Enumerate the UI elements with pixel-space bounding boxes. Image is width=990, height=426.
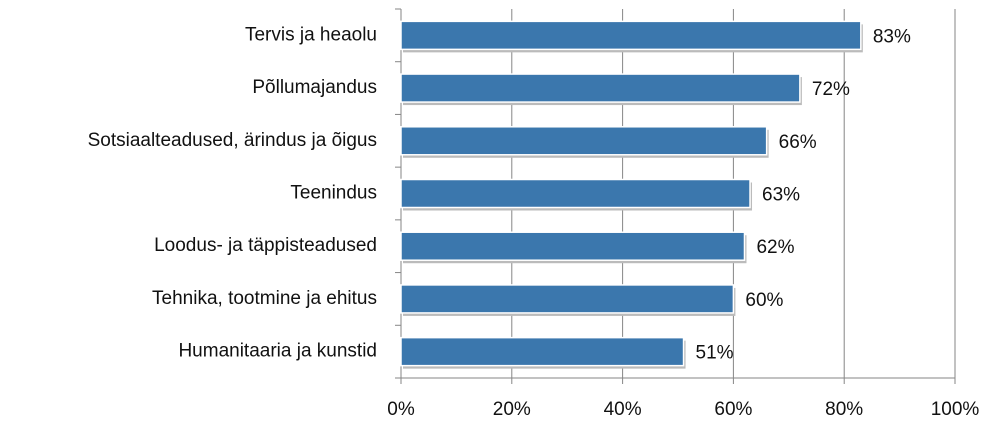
bar	[400, 336, 685, 367]
bar	[400, 20, 862, 51]
y-tick-label: Sotsiaalteadused, ärindus ja õigus	[88, 130, 377, 151]
x-tick-label: 60%	[714, 399, 752, 420]
y-tick-label: Tervis ja heaolu	[245, 24, 377, 45]
y-tick-label: Humanitaaria ja kunstid	[178, 341, 377, 362]
bar	[400, 231, 746, 261]
value-label: 62%	[756, 237, 794, 258]
bar	[400, 126, 768, 156]
bar	[400, 178, 751, 209]
value-label: 83%	[873, 26, 911, 47]
bar	[400, 284, 735, 314]
x-tick-label: 0%	[387, 399, 415, 420]
value-label: 51%	[696, 343, 734, 364]
value-label: 66%	[779, 132, 817, 153]
bar	[400, 73, 801, 103]
y-tick-label: Loodus- ja täppisteadused	[154, 235, 377, 256]
y-tick-label: Tehnika, tootmine ja ehitus	[152, 288, 377, 309]
value-label: 63%	[762, 185, 800, 206]
y-tick-label: Põllumajandus	[252, 77, 377, 98]
value-label: 72%	[812, 79, 850, 100]
x-tick-label: 40%	[604, 399, 642, 420]
y-tick-label: Teenindus	[290, 183, 377, 204]
value-label: 60%	[745, 290, 783, 311]
x-tick-label: 80%	[825, 399, 863, 420]
x-tick-label: 20%	[493, 399, 531, 420]
x-tick-label: 100%	[931, 399, 980, 420]
